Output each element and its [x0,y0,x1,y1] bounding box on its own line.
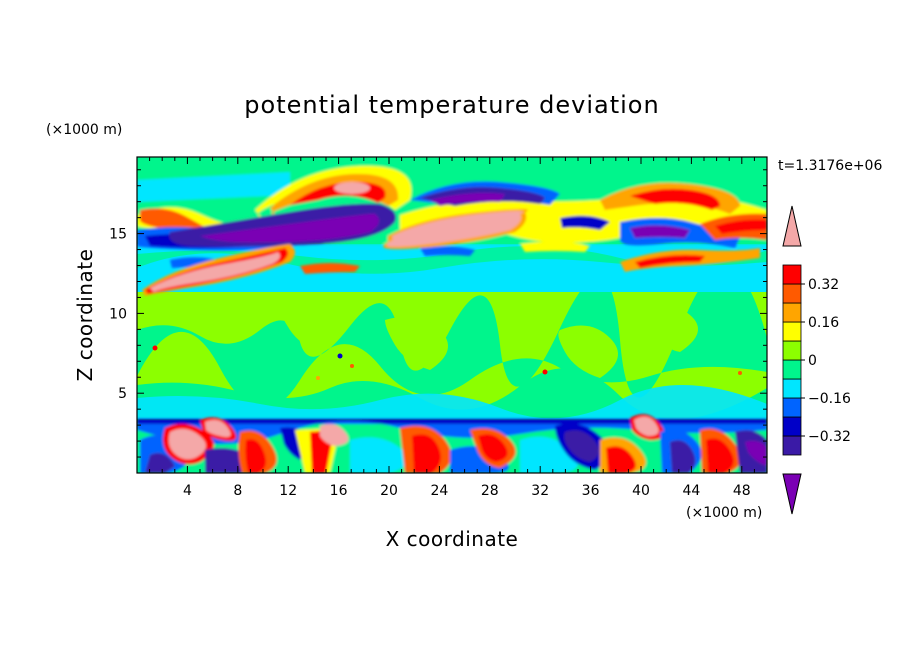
boundary-layer [137,414,767,473]
x-tick-label: 8 [233,483,242,499]
x-tick-label: 44 [682,483,700,499]
x-tick-label: 24 [430,483,448,499]
x-tick-label: 12 [279,483,297,499]
colorbar-bin [782,264,802,285]
colorbar-max-extend [782,205,802,247]
x-axis-label: X coordinate [386,527,519,551]
x-tick-label: 32 [531,483,549,499]
plot-area [137,157,767,473]
colorbar-tick-label: 0 [808,353,817,369]
upper-region [137,157,767,296]
x-tick-label: 16 [330,483,348,499]
colorbar-bin [782,340,802,361]
x-tick-label: 4 [183,483,192,499]
y-tick-label: 10 [109,306,127,322]
colorbar-bin [782,321,802,342]
x-tick-label: 40 [632,483,650,499]
colorbar-bin [782,302,802,323]
y-axis-label: Z coordinate [73,249,97,382]
colorbar-tick-label: 0.16 [808,315,839,331]
x-axis: 4 8 12 16 20 24 28 32 36 40 44 48 [149,157,755,499]
colorbar-bin [782,416,802,437]
x-tick-label: 48 [733,483,751,499]
x-tick-label: 28 [481,483,499,499]
colorbar-bin [782,378,802,399]
y-unit-label: (×1000 m) [46,122,122,138]
y-axis: 5 10 15 [109,169,767,458]
colorbar-bin [782,435,802,456]
colorbar: 0.32 0.16 0 −0.16 −0.32 [782,205,851,515]
x-tick-label: 36 [582,483,600,499]
colorbar-bin [782,283,802,304]
colorbar-tick-label: −0.32 [808,429,851,445]
x-unit-label: (×1000 m) [686,505,762,521]
y-tick-label: 5 [118,386,127,402]
colorbar-bin [782,397,802,418]
time-label: t=1.3176e+06 [778,158,882,174]
colorbar-bin [782,359,802,380]
chart-title: potential temperature deviation [244,91,659,119]
colorbar-min-extend [782,473,802,515]
x-tick-label: 20 [380,483,398,499]
y-tick-label: 15 [109,227,127,243]
colorbar-tick-label: 0.32 [808,277,839,293]
colorbar-tick-label: −0.16 [808,391,851,407]
mid-layer [137,266,767,420]
